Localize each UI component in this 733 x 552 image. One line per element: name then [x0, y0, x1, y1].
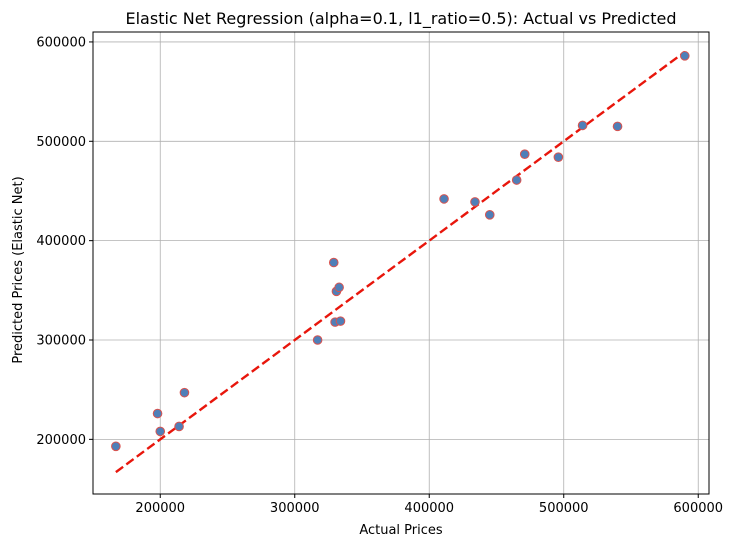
x-tick-label: 500000 — [539, 501, 589, 516]
data-point — [334, 282, 344, 293]
data-point — [335, 316, 346, 326]
y-tick-label: 500000 — [36, 135, 86, 150]
data-point — [484, 210, 495, 220]
x-axis-label: Actual Prices — [359, 523, 443, 538]
data-point — [155, 426, 166, 437]
data-point — [174, 421, 184, 432]
chart-title: Elastic Net Regression (alpha=0.1, l1_ra… — [126, 9, 677, 29]
data-point — [679, 51, 690, 61]
plot-frame — [92, 31, 710, 495]
y-tick-label: 300000 — [36, 334, 86, 349]
x-tick-label: 600000 — [673, 501, 723, 516]
data-point — [612, 121, 623, 132]
data-point — [312, 335, 323, 345]
data-point — [328, 257, 339, 268]
data-point — [179, 387, 190, 398]
data-point — [577, 120, 588, 131]
y-tick-label: 400000 — [36, 234, 86, 249]
data-point — [511, 175, 522, 185]
data-point — [111, 441, 121, 452]
y-tick-label: 200000 — [36, 433, 86, 448]
data-point — [519, 149, 530, 160]
x-tick-label: 200000 — [135, 501, 185, 516]
data-point — [470, 197, 480, 207]
ideal-fit-line — [115, 50, 686, 474]
x-tick-label: 400000 — [404, 501, 454, 516]
data-point — [152, 408, 163, 419]
x-tick-label: 300000 — [270, 501, 320, 516]
data-point — [439, 194, 449, 204]
y-tick-label: 600000 — [36, 35, 86, 50]
y-axis-label: Predicted Prices (Elastic Net) — [11, 176, 26, 363]
data-point — [553, 152, 564, 162]
